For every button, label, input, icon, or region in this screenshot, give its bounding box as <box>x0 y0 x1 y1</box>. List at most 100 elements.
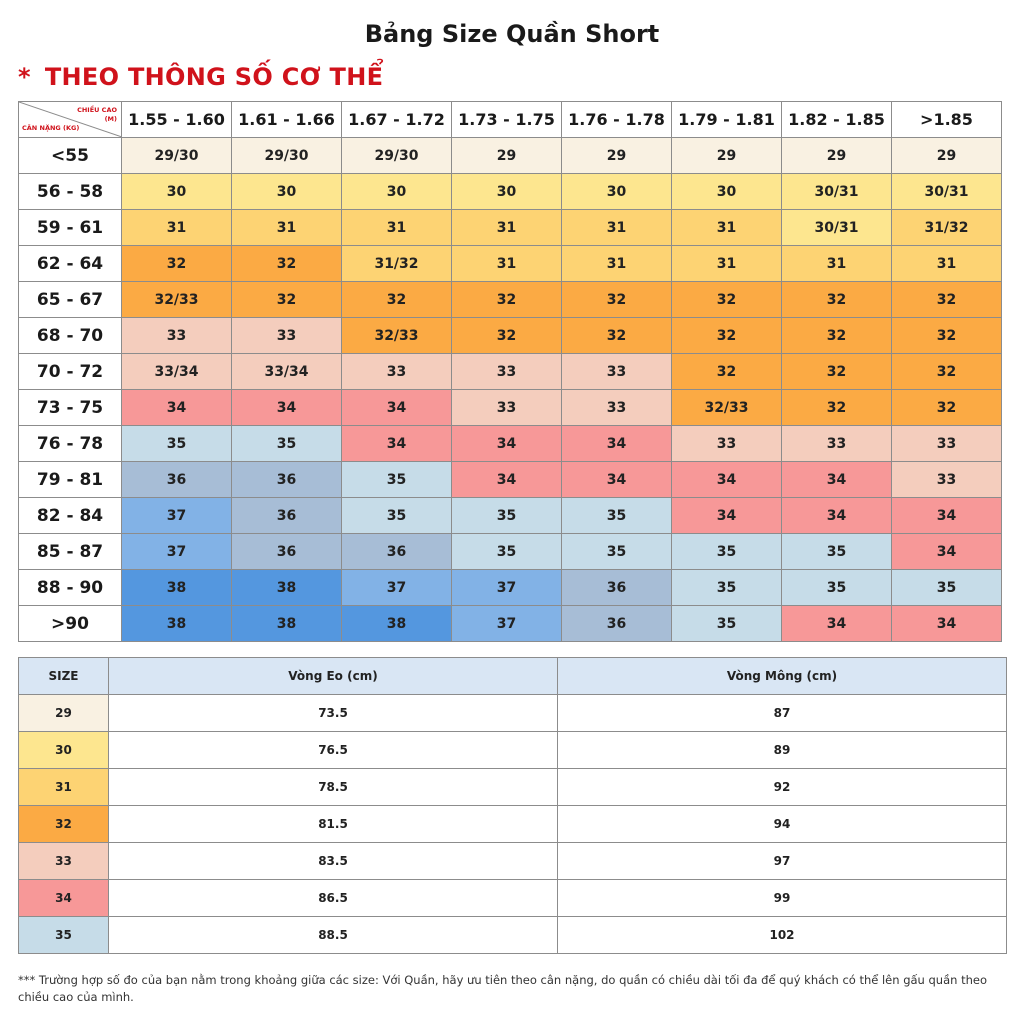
size-cell: 33 <box>451 353 562 390</box>
waist-value: 76.5 <box>108 731 558 769</box>
size-cell: 33 <box>341 353 452 390</box>
size-cell: 35 <box>891 569 1002 606</box>
measurement-row: 31 78.5 92 <box>18 768 1007 806</box>
size-column-header: SIZE <box>18 657 109 695</box>
size-cell: 35 <box>451 533 562 570</box>
size-matrix-table: CHIỀU CAO (M) CÂN NẶNG (KG) 1.55 - 1.60 1.… <box>18 101 1002 642</box>
weight-row: 59 - 61 31 31 31 31 31 31 30/31 31/32 <box>18 209 1002 246</box>
size-cell: 32/33 <box>341 317 452 354</box>
size-value: 34 <box>18 879 109 917</box>
weight-row: 56 - 58 30 30 30 30 30 30 30/31 30/31 <box>18 173 1002 210</box>
size-cell: 32 <box>781 317 892 354</box>
size-cell: 29 <box>891 137 1002 174</box>
weight-label: 73 - 75 <box>18 389 122 426</box>
size-cell: 38 <box>231 569 342 606</box>
page-title: Bảng Size Quần Short <box>364 20 660 48</box>
size-cell: 36 <box>341 533 452 570</box>
size-cell: 35 <box>231 425 342 462</box>
size-cell: 33 <box>121 317 232 354</box>
size-cell: 35 <box>671 569 782 606</box>
size-cell: 38 <box>121 569 232 606</box>
weight-row: 70 - 72 33/34 33/34 33 33 33 32 32 32 <box>18 353 1002 390</box>
size-cell: 37 <box>451 605 562 642</box>
size-cell: 32 <box>561 317 672 354</box>
size-cell: 36 <box>561 569 672 606</box>
size-cell: 31 <box>451 245 562 282</box>
hip-value: 94 <box>557 805 1007 843</box>
size-cell: 32/33 <box>121 281 232 318</box>
size-cell: 32 <box>231 281 342 318</box>
size-cell: 35 <box>671 533 782 570</box>
size-cell: 32 <box>891 317 1002 354</box>
size-cell: 32 <box>561 281 672 318</box>
weight-row: 79 - 81 36 36 35 34 34 34 34 33 <box>18 461 1002 498</box>
size-cell: 37 <box>121 497 232 534</box>
section-heading-text: THEO THÔNG SỐ CƠ THỂ <box>44 63 384 91</box>
weight-label: 82 - 84 <box>18 497 122 534</box>
size-cell: 29 <box>781 137 892 174</box>
height-column-header: 1.67 - 1.72 <box>341 101 452 138</box>
weight-row: 73 - 75 34 34 34 33 33 32/33 32 32 <box>18 389 1002 426</box>
hip-value: 89 <box>557 731 1007 769</box>
size-cell: 36 <box>121 461 232 498</box>
size-cell: 37 <box>121 533 232 570</box>
weight-label: 65 - 67 <box>18 281 122 318</box>
size-cell: 29 <box>671 137 782 174</box>
size-cell: 31 <box>671 209 782 246</box>
size-cell: 36 <box>561 605 672 642</box>
size-cell: 35 <box>781 533 892 570</box>
size-cell: 31 <box>121 209 232 246</box>
hip-column-header: Vòng Mông (cm) <box>557 657 1007 695</box>
size-cell: 32 <box>231 245 342 282</box>
size-cell: 34 <box>341 389 452 426</box>
height-column-header: >1.85 <box>891 101 1002 138</box>
size-cell: 31 <box>671 245 782 282</box>
measurement-row: 33 83.5 97 <box>18 842 1007 880</box>
size-cell: 30/31 <box>781 173 892 210</box>
weight-label: <55 <box>18 137 122 174</box>
size-cell: 34 <box>781 605 892 642</box>
size-cell: 32 <box>121 245 232 282</box>
size-cell: 34 <box>561 425 672 462</box>
waist-value: 88.5 <box>108 916 558 954</box>
weight-row: 85 - 87 37 36 36 35 35 35 35 34 <box>18 533 1002 570</box>
size-cell: 30/31 <box>891 173 1002 210</box>
size-cell: 30 <box>561 173 672 210</box>
hip-value: 92 <box>557 768 1007 806</box>
size-cell: 35 <box>561 533 672 570</box>
size-cell: 32 <box>451 281 562 318</box>
size-cell: 34 <box>451 461 562 498</box>
size-cell: 37 <box>451 569 562 606</box>
height-column-header: 1.76 - 1.78 <box>561 101 672 138</box>
height-column-header: 1.61 - 1.66 <box>231 101 342 138</box>
measurement-row: 30 76.5 89 <box>18 731 1007 769</box>
size-value: 30 <box>18 731 109 769</box>
size-cell: 34 <box>451 425 562 462</box>
size-cell: 37 <box>341 569 452 606</box>
measurement-row: 35 88.5 102 <box>18 916 1007 954</box>
size-value: 29 <box>18 694 109 732</box>
weight-label: 56 - 58 <box>18 173 122 210</box>
size-value: 35 <box>18 916 109 954</box>
size-cell: 29 <box>451 137 562 174</box>
weight-label: 70 - 72 <box>18 353 122 390</box>
size-cell: 35 <box>781 569 892 606</box>
height-column-header: 1.55 - 1.60 <box>121 101 232 138</box>
size-cell: 38 <box>121 605 232 642</box>
section-heading: * THEO THÔNG SỐ CƠ THỂ <box>18 63 383 91</box>
hip-value: 102 <box>557 916 1007 954</box>
size-value: 32 <box>18 805 109 843</box>
weight-label: 62 - 64 <box>18 245 122 282</box>
measurement-header-row: SIZE Vòng Eo (cm) Vòng Mông (cm) <box>18 657 1007 695</box>
weight-row: 65 - 67 32/33 32 32 32 32 32 32 32 <box>18 281 1002 318</box>
size-cell: 33 <box>561 353 672 390</box>
weight-label: 76 - 78 <box>18 425 122 462</box>
size-cell: 33 <box>781 425 892 462</box>
size-cell: 31 <box>561 209 672 246</box>
size-cell: 30 <box>121 173 232 210</box>
size-cell: 30 <box>231 173 342 210</box>
waist-column-header: Vòng Eo (cm) <box>108 657 558 695</box>
size-cell: 34 <box>781 497 892 534</box>
size-cell: 35 <box>341 497 452 534</box>
weight-label: 68 - 70 <box>18 317 122 354</box>
